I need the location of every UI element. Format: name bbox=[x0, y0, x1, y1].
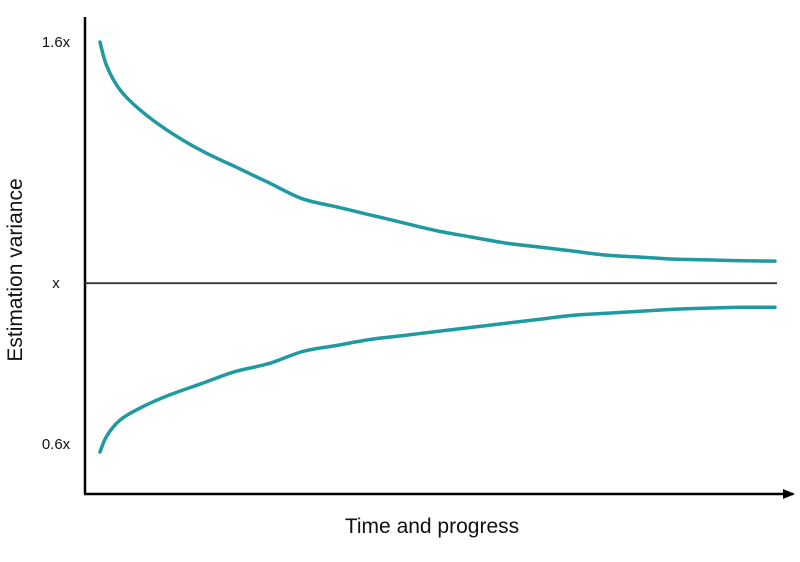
y-tick-label: 0.6x bbox=[42, 436, 71, 453]
y-axis-title: Estimation variance bbox=[4, 178, 27, 361]
x-axis-title: Time and progress bbox=[345, 515, 519, 538]
lower-bound-line bbox=[98, 305, 777, 454]
y-tick-labels: 1.6x x 0.6x bbox=[42, 34, 71, 453]
series-layer bbox=[85, 40, 777, 454]
y-tick-label: x bbox=[52, 275, 60, 292]
y-tick-label: 1.6x bbox=[42, 34, 71, 51]
upper-bound-line bbox=[98, 40, 777, 263]
